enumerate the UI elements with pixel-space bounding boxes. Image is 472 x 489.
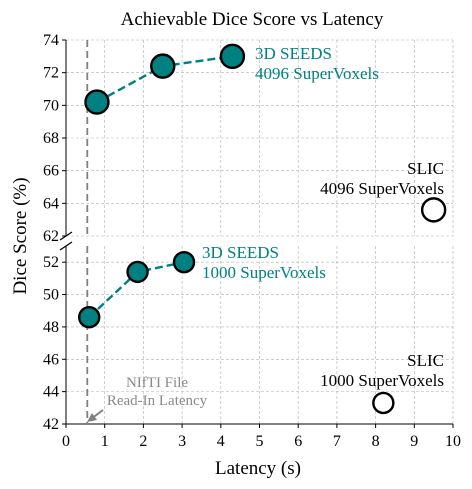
data-point xyxy=(78,306,101,329)
series-annotation-line: SLIC xyxy=(407,159,444,178)
reference-label-line: Read-In Latency xyxy=(107,393,208,409)
y-tick-label: 68 xyxy=(43,130,59,147)
x-tick-label: 0 xyxy=(62,433,70,450)
series-annotation-line: 1000 SuperVoxels xyxy=(320,371,444,390)
reference-label-line: NIfTI File xyxy=(126,375,188,391)
y-tick-label: 52 xyxy=(43,254,59,271)
lower-panel: 42 44 46 48 50 52 xyxy=(43,246,454,433)
data-point xyxy=(126,260,149,284)
y-tick-label: 74 xyxy=(43,32,59,49)
series-annotation-line: SLIC xyxy=(407,351,444,370)
series-annotation-line: 4096 SuperVoxels xyxy=(255,64,379,83)
x-tick-label: 3 xyxy=(178,433,186,450)
y-tick-label: 62 xyxy=(43,228,59,245)
y-tick-label: 72 xyxy=(43,65,59,82)
data-point xyxy=(372,391,395,415)
x-tick-label: 8 xyxy=(372,433,380,450)
series-annotation-line: 3D SEEDS xyxy=(255,44,332,63)
y-tick-label: 70 xyxy=(43,97,59,114)
x-tick-label: 5 xyxy=(256,433,264,450)
x-axis-label: Latency (s) xyxy=(215,458,301,479)
y-tick-label: 42 xyxy=(43,416,59,433)
y-tick-label: 44 xyxy=(43,384,59,401)
y-tick-label: 66 xyxy=(43,163,59,180)
data-point xyxy=(420,197,447,223)
x-tick-label: 6 xyxy=(294,433,302,450)
upper-panel: 62 64 66 68 70 72 74 xyxy=(43,32,454,245)
data-point xyxy=(84,89,110,115)
axis-break-mark xyxy=(59,241,73,251)
x-tick-label: 7 xyxy=(333,433,341,450)
data-point xyxy=(150,53,176,79)
x-tick-label: 2 xyxy=(139,433,147,450)
x-tick-label: 9 xyxy=(410,433,418,450)
y-axis-label: Dice Score (%) xyxy=(10,177,31,294)
data-point xyxy=(172,250,196,274)
y-tick-label: 48 xyxy=(43,319,59,336)
reference-arrow-head xyxy=(87,413,97,422)
series-annotation-line: 3D SEEDS xyxy=(202,243,279,262)
y-tick-label: 46 xyxy=(43,351,59,368)
y-tick-label: 64 xyxy=(43,195,59,212)
chart-title: Achievable Dice Score vs Latency xyxy=(121,9,384,30)
axis-break-mark xyxy=(59,231,73,241)
series-annotation-line: 4096 SuperVoxels xyxy=(320,179,444,198)
series-annotation-line: 1000 SuperVoxels xyxy=(202,263,326,282)
x-tick-label: 4 xyxy=(217,433,225,450)
x-tick-label: 1 xyxy=(101,433,109,450)
x-tick-label: 10 xyxy=(445,433,461,450)
data-point xyxy=(219,43,246,70)
y-tick-label: 50 xyxy=(43,287,59,304)
